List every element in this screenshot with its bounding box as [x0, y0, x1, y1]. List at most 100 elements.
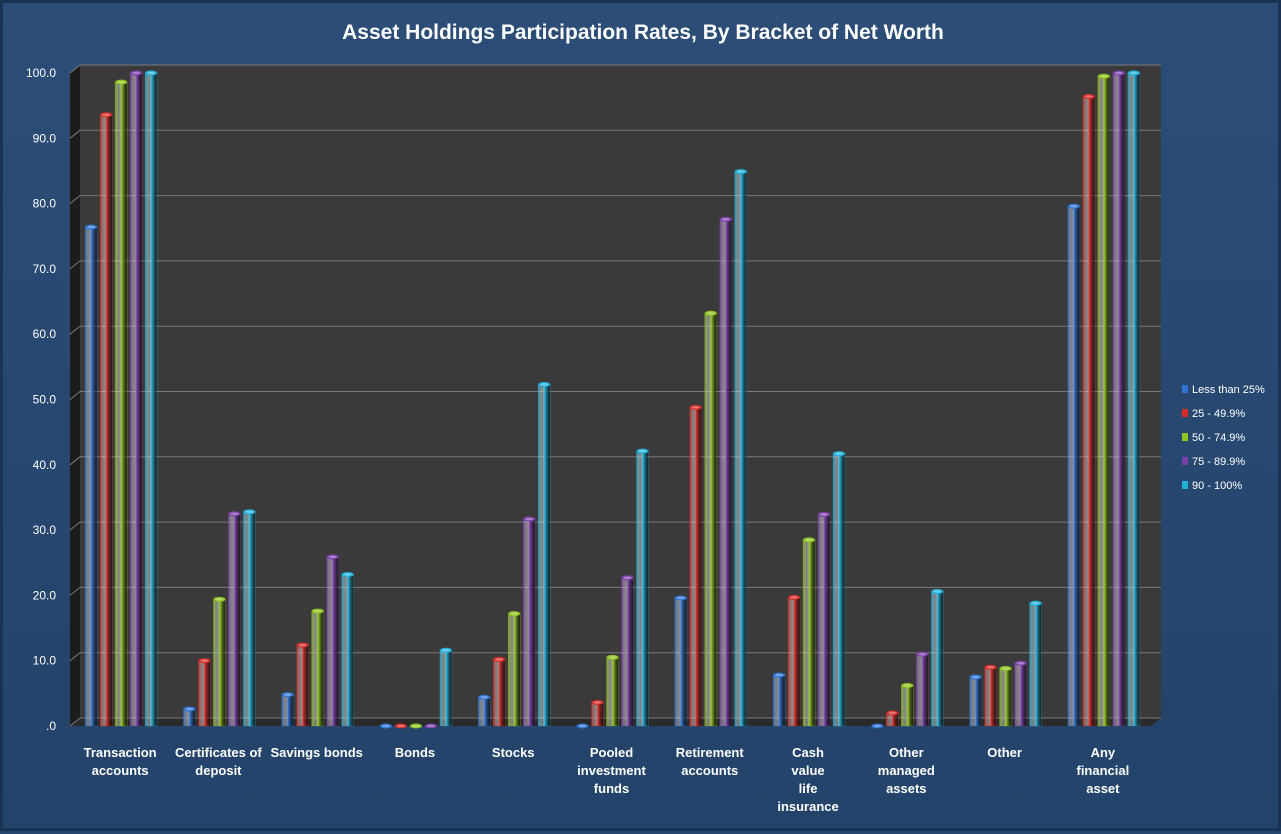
bar — [198, 658, 211, 727]
gridline — [69, 260, 1161, 270]
bar — [674, 595, 688, 727]
gridline — [69, 717, 1161, 727]
bar — [326, 554, 339, 727]
x-tick-label: Any financial asset — [1076, 745, 1129, 796]
bar — [689, 404, 703, 727]
bar — [734, 169, 748, 727]
x-tick-label: Pooled investment funds — [577, 745, 646, 796]
bar — [832, 451, 846, 727]
bar — [492, 656, 506, 727]
legend-item: 75 - 89.9% — [1182, 456, 1245, 468]
y-tick-label: 30.0 — [33, 523, 57, 537]
bar — [772, 672, 786, 727]
bar — [379, 723, 392, 729]
legend-item: Less than 25% — [1182, 384, 1265, 396]
bar — [1097, 73, 1111, 727]
y-tick-label: 50.0 — [33, 393, 57, 407]
legend-marker — [1182, 481, 1188, 489]
gridline — [69, 325, 1161, 335]
legend-label: 50 - 74.9% — [1192, 432, 1245, 444]
legend-item: 25 - 49.9% — [1182, 408, 1245, 420]
x-tick-label: Certificates of deposit — [175, 745, 262, 778]
bar — [704, 310, 718, 727]
bar — [871, 723, 884, 729]
legend: Less than 25% 25 - 49.9% 50 - 74.9% 75 - 89… — [1182, 384, 1265, 492]
gridline — [69, 129, 1161, 139]
bar — [183, 706, 196, 727]
bar — [281, 692, 294, 727]
bar — [341, 572, 354, 727]
y-tick-label: .0 — [46, 719, 56, 733]
y-tick-label: 90.0 — [33, 131, 57, 145]
bar — [1067, 203, 1081, 727]
bar — [591, 699, 604, 727]
x-tick-label: Stocks — [492, 745, 535, 760]
bar — [984, 664, 997, 727]
y-tick-label: 60.0 — [33, 327, 57, 341]
bar — [931, 588, 944, 727]
bar — [99, 112, 113, 727]
bar — [507, 611, 521, 727]
bar — [886, 710, 899, 727]
bar — [817, 511, 831, 727]
y-tick-label: 40.0 — [33, 458, 57, 472]
bar — [84, 224, 98, 727]
legend-marker — [1182, 385, 1188, 393]
bar — [1082, 94, 1096, 727]
bar — [1014, 660, 1027, 727]
bar — [439, 647, 453, 727]
x-tick-label: Cash value life insurance — [777, 745, 838, 814]
legend-label: 25 - 49.9% — [1192, 408, 1245, 420]
y-tick-label: 20.0 — [33, 588, 57, 602]
legend-marker — [1182, 433, 1188, 441]
bar — [576, 723, 589, 729]
bar — [114, 79, 128, 727]
y-tick-label: 10.0 — [33, 654, 57, 668]
bar — [477, 694, 491, 727]
y-tick-label: 70.0 — [33, 262, 57, 276]
legend-label: 90 - 100% — [1192, 480, 1242, 492]
bars-group — [84, 70, 1141, 729]
bar — [1112, 70, 1126, 727]
bar — [1029, 600, 1042, 727]
bar-chart: .0 10.0 20.0 30.0 40.0 50.0 60.0 70.0 80.0 90.0 10… — [26, 21, 1265, 814]
legend-label: Less than 25% — [1192, 384, 1265, 396]
x-tick-label: Savings bonds — [270, 745, 362, 760]
legend-label: 75 - 89.9% — [1192, 456, 1245, 468]
legend-item: 50 - 74.9% — [1182, 432, 1245, 444]
bar — [606, 654, 619, 727]
gridline — [69, 456, 1161, 466]
x-tick-label: Other managed assets — [878, 745, 935, 796]
chart-title: Asset Holdings Participation Rates, By B… — [342, 21, 944, 44]
bar — [409, 723, 422, 729]
y-tick-label: 80.0 — [33, 197, 57, 211]
legend-marker — [1182, 457, 1188, 465]
bar — [1127, 70, 1141, 727]
x-tick-label: Transaction accounts — [84, 745, 157, 778]
legend-marker — [1182, 409, 1188, 417]
gridline — [69, 195, 1161, 204]
bar — [394, 723, 407, 729]
gridline — [69, 64, 1161, 74]
bar — [621, 575, 634, 727]
bar — [537, 381, 551, 727]
bar — [522, 516, 536, 727]
bar — [901, 683, 914, 727]
gridlines — [69, 64, 1161, 727]
bar — [916, 651, 929, 727]
bar — [787, 594, 801, 727]
bar — [144, 70, 158, 727]
x-tick-label: Retirement accounts — [676, 745, 745, 778]
gridline — [69, 521, 1161, 531]
x-axis: Transaction accounts Certificates of deposi… — [84, 745, 1130, 814]
x-tick-label: Bonds — [395, 745, 435, 760]
bar — [213, 596, 226, 727]
bar — [296, 642, 309, 727]
bar — [424, 723, 437, 729]
x-tick-label: Other — [987, 745, 1022, 760]
bar — [129, 70, 143, 727]
bar — [719, 216, 733, 727]
bar — [802, 537, 816, 727]
bar — [311, 608, 324, 727]
